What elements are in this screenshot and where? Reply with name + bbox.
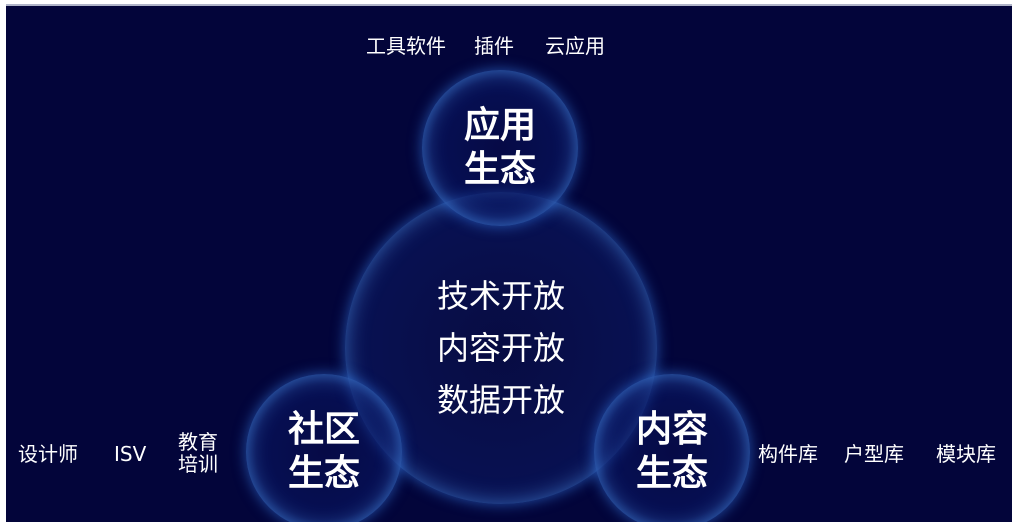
app-ecosystem-label: 应用 生态 xyxy=(464,104,536,192)
content-ecosystem-circle: 内容 生态 xyxy=(594,374,750,522)
tag-module-library: 模块库 xyxy=(936,442,996,466)
tag-education-training: 教育 培训 xyxy=(178,431,218,475)
core-label: 技术开放 内容开放 数据开放 xyxy=(437,270,565,426)
community-ecosystem-line2: 生态 xyxy=(287,453,360,494)
app-ecosystem-circle: 应用 生态 xyxy=(422,70,578,226)
tag-education: 教育 xyxy=(178,430,218,454)
tag-designer: 设计师 xyxy=(18,442,78,466)
community-ecosystem-label: 社区 生态 xyxy=(288,408,360,496)
tag-component-library: 构件库 xyxy=(758,442,818,466)
tag-isv: ISV xyxy=(114,442,147,466)
content-ecosystem-line2: 生态 xyxy=(635,453,708,494)
app-ecosystem-line2: 生态 xyxy=(463,149,536,190)
core-line-content: 内容开放 xyxy=(436,329,565,367)
content-ecosystem-line1: 内容 xyxy=(635,409,708,450)
tag-cloud-app: 云应用 xyxy=(545,34,605,58)
tag-floorplan-library: 户型库 xyxy=(844,442,904,466)
community-ecosystem-line1: 社区 xyxy=(287,409,360,450)
tag-training: 培训 xyxy=(178,452,218,476)
core-line-tech: 技术开放 xyxy=(436,277,565,315)
content-ecosystem-label: 内容 生态 xyxy=(636,408,708,496)
diagram-canvas: 工具软件 插件 云应用 技术开放 内容开放 数据开放 应用 生态 社区 生态 内… xyxy=(6,4,1012,522)
tag-plugin: 插件 xyxy=(474,34,514,58)
app-ecosystem-line1: 应用 xyxy=(463,105,536,146)
core-line-data: 数据开放 xyxy=(436,381,565,419)
tag-tool-software: 工具软件 xyxy=(366,34,446,58)
community-ecosystem-circle: 社区 生态 xyxy=(246,374,402,522)
